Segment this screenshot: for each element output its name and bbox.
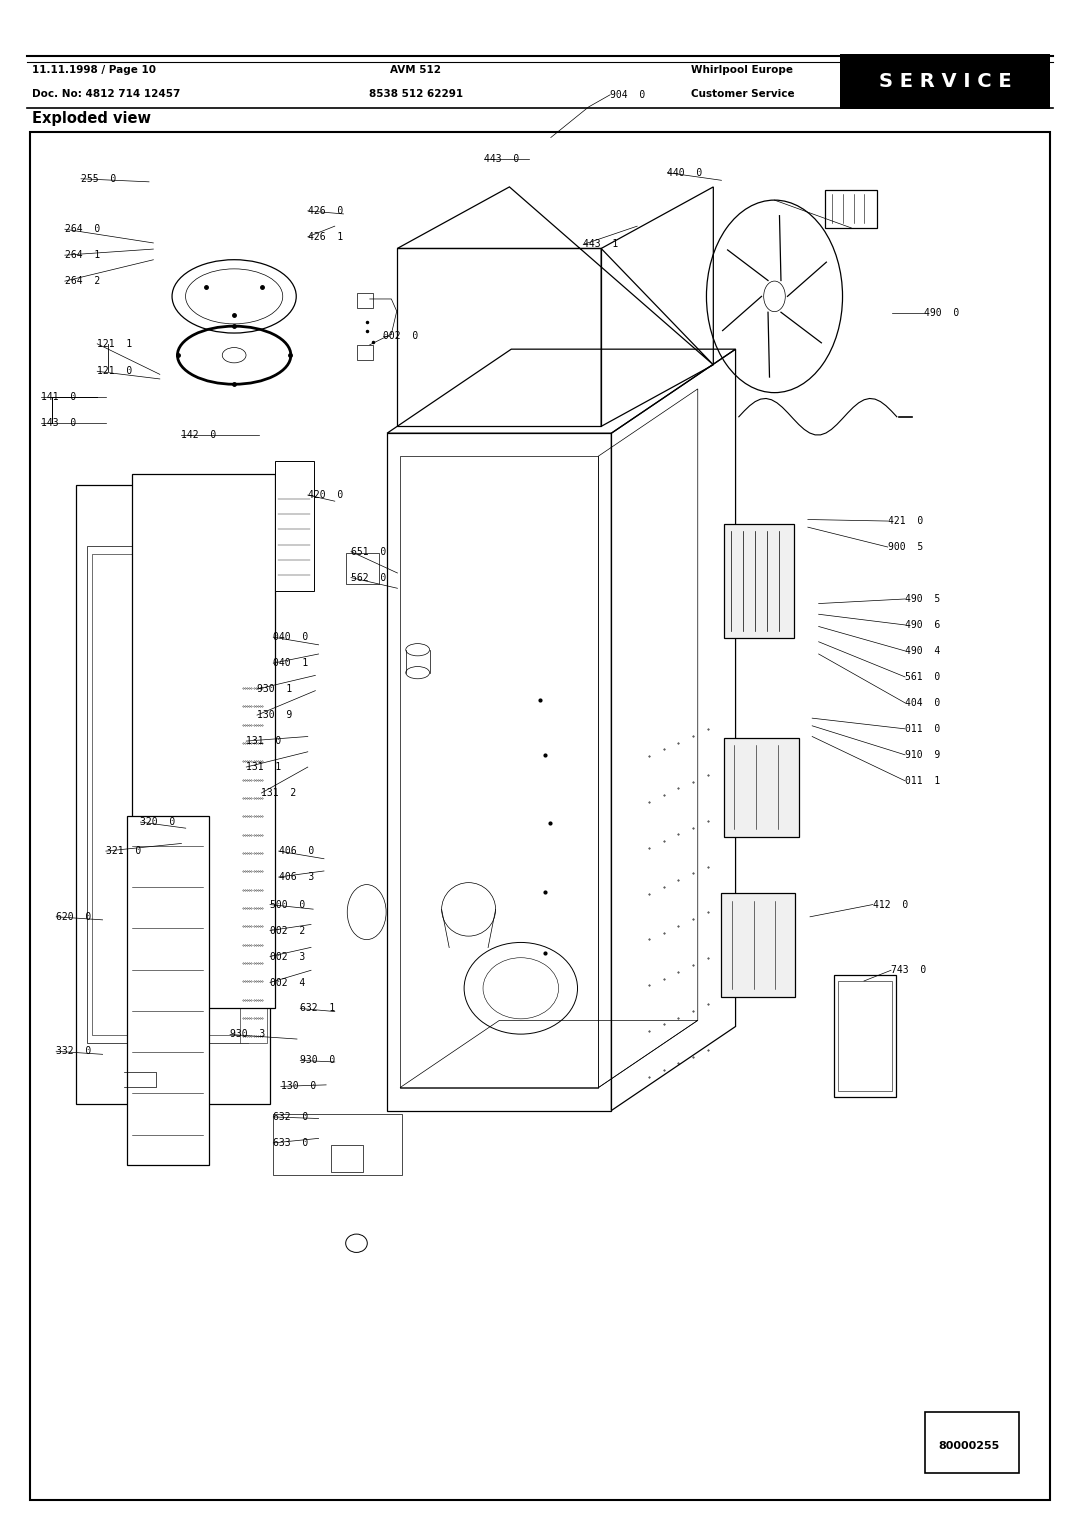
Text: 332  0: 332 0 — [56, 1047, 92, 1056]
Bar — [240, 547, 267, 1042]
Text: 143  0: 143 0 — [41, 419, 77, 428]
Text: 040  1: 040 1 — [273, 659, 309, 668]
Text: 632  1: 632 1 — [300, 1004, 336, 1013]
Bar — [721, 892, 795, 996]
Bar — [400, 457, 598, 1088]
Text: 651  0: 651 0 — [351, 547, 387, 556]
Text: 500  0: 500 0 — [270, 900, 306, 909]
Bar — [840, 53, 1050, 108]
Text: 002  2: 002 2 — [270, 926, 306, 935]
Text: 412  0: 412 0 — [873, 900, 908, 909]
Bar — [724, 738, 799, 837]
Text: 421  0: 421 0 — [888, 516, 923, 526]
Text: 490  5: 490 5 — [905, 594, 941, 604]
Bar — [347, 553, 379, 584]
Text: 562  0: 562 0 — [351, 573, 387, 582]
Text: AVM 512: AVM 512 — [390, 64, 442, 75]
Text: 130  9: 130 9 — [257, 711, 293, 720]
Bar — [356, 345, 373, 361]
Bar — [724, 524, 794, 639]
Text: 440  0: 440 0 — [667, 168, 703, 177]
Text: 142  0: 142 0 — [181, 431, 217, 440]
Text: 131  1: 131 1 — [246, 762, 282, 772]
Text: 561  0: 561 0 — [905, 672, 941, 681]
Text: 490  4: 490 4 — [905, 646, 941, 656]
Text: 404  0: 404 0 — [905, 698, 941, 707]
Text: Exploded view: Exploded view — [32, 112, 151, 125]
Text: 620  0: 620 0 — [56, 912, 92, 921]
Text: 011  1: 011 1 — [905, 776, 941, 785]
Bar — [273, 1114, 403, 1175]
Text: Doc. No: 4812 714 12457: Doc. No: 4812 714 12457 — [32, 89, 180, 99]
Text: 002  0: 002 0 — [383, 332, 419, 341]
Bar — [127, 816, 208, 1166]
Text: 264  0: 264 0 — [65, 225, 100, 234]
Bar — [92, 555, 243, 1034]
Text: 321  0: 321 0 — [106, 847, 141, 856]
Text: 632  0: 632 0 — [273, 1112, 309, 1122]
Bar — [275, 460, 313, 590]
Bar — [30, 133, 1050, 1500]
Text: 904  0: 904 0 — [610, 90, 646, 99]
Text: 8538 512 62291: 8538 512 62291 — [368, 89, 463, 99]
Text: 002  3: 002 3 — [270, 952, 306, 961]
Text: 255  0: 255 0 — [81, 174, 117, 183]
Text: 264  2: 264 2 — [65, 277, 100, 286]
Text: 040  0: 040 0 — [273, 633, 309, 642]
Text: 131  0: 131 0 — [246, 736, 282, 746]
Text: Whirlpool Europe: Whirlpool Europe — [691, 64, 793, 75]
Text: 420  0: 420 0 — [308, 490, 343, 500]
Text: 743  0: 743 0 — [891, 966, 927, 975]
Text: 406  3: 406 3 — [279, 872, 314, 882]
Text: 130  0: 130 0 — [281, 1082, 316, 1091]
Text: 264  1: 264 1 — [65, 251, 100, 260]
Text: 002  4: 002 4 — [270, 978, 306, 987]
Text: 406  0: 406 0 — [279, 847, 314, 856]
Text: 80000255: 80000255 — [939, 1441, 1000, 1450]
Text: 930  3: 930 3 — [230, 1030, 266, 1039]
Text: 426  1: 426 1 — [308, 232, 343, 241]
Text: 490  0: 490 0 — [924, 309, 960, 318]
Text: 930  0: 930 0 — [300, 1056, 336, 1065]
Bar — [86, 547, 248, 1042]
Bar — [834, 975, 896, 1097]
Text: 141  0: 141 0 — [41, 393, 77, 402]
Text: 121  1: 121 1 — [97, 339, 133, 348]
Text: 443  0: 443 0 — [484, 154, 519, 163]
Text: 11.11.1998 / Page 10: 11.11.1998 / Page 10 — [32, 64, 157, 75]
Bar — [838, 981, 892, 1091]
Text: 011  0: 011 0 — [905, 724, 941, 733]
Text: S E R V I C E: S E R V I C E — [879, 72, 1011, 92]
Text: 320  0: 320 0 — [140, 817, 176, 827]
Text: 131  2: 131 2 — [261, 788, 297, 798]
Bar — [330, 1144, 363, 1172]
Bar — [926, 1412, 1020, 1473]
Text: 426  0: 426 0 — [308, 206, 343, 215]
Text: 443  1: 443 1 — [583, 240, 619, 249]
Text: 490  6: 490 6 — [905, 620, 941, 630]
Text: Customer Service: Customer Service — [691, 89, 795, 99]
Bar — [825, 189, 877, 228]
Text: 900  5: 900 5 — [888, 542, 923, 552]
Text: 910  9: 910 9 — [905, 750, 941, 759]
Text: 930  1: 930 1 — [257, 685, 293, 694]
Bar — [132, 474, 275, 1008]
Text: 121  0: 121 0 — [97, 367, 133, 376]
Bar — [356, 293, 373, 309]
Bar — [76, 486, 270, 1103]
Text: 633  0: 633 0 — [273, 1138, 309, 1148]
